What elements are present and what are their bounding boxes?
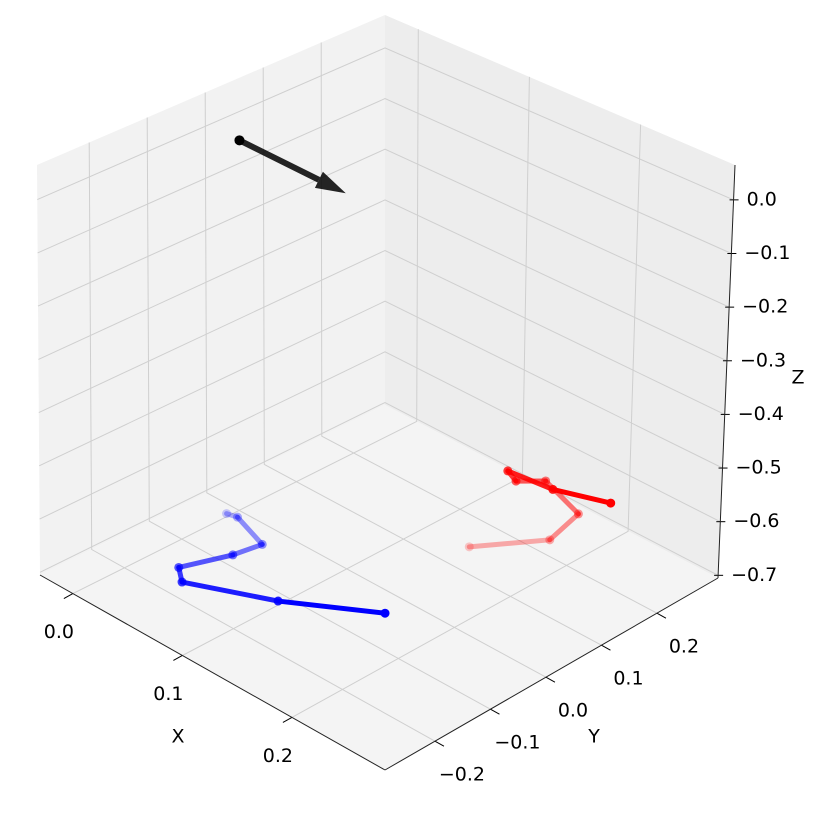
y-tick-label: 0.2: [669, 636, 699, 658]
z-tick-label: −0.3: [740, 349, 786, 371]
y-tick-label: −0.2: [439, 764, 485, 786]
point: [228, 550, 238, 560]
y-tick: [434, 740, 445, 747]
y-tick-label: 0.1: [613, 668, 643, 690]
segment: [275, 598, 388, 616]
x-tick-label: 0.0: [44, 621, 74, 643]
point: [257, 539, 267, 549]
grid-line: [39, 401, 719, 576]
grid-line: [37, 148, 730, 308]
y-tick: [656, 612, 667, 619]
point: [541, 476, 551, 486]
grid-line: [320, 42, 658, 614]
y-tick: [545, 676, 556, 683]
segment: [224, 511, 241, 520]
y-tick-label: −0.1: [494, 732, 540, 754]
point: [545, 535, 555, 545]
z-tick-label: −0.6: [733, 510, 779, 532]
z-tick-label: −0.4: [738, 403, 784, 425]
point: [234, 135, 245, 146]
point: [606, 498, 616, 508]
grid-line: [146, 117, 491, 710]
grid-line: [262, 67, 602, 646]
y-axis-line: [384, 577, 719, 771]
point: [573, 509, 583, 519]
point: [222, 509, 232, 519]
segment: [505, 468, 556, 492]
arrow-shaft: [238, 137, 321, 183]
z-tick-label: −0.5: [736, 457, 782, 479]
z-tick-label: −0.2: [742, 296, 788, 318]
z-tick-label: −0.7: [731, 564, 777, 586]
x-tick: [173, 655, 183, 661]
pane-bottom: [40, 405, 718, 770]
x-tick-label: 0.1: [153, 683, 183, 705]
y-axis-label: Y: [587, 726, 600, 748]
x-axis-line: [39, 574, 386, 771]
point: [233, 512, 243, 522]
grid-line: [39, 351, 721, 523]
point: [548, 484, 558, 494]
segment: [235, 514, 265, 547]
x-tick-label: 0.2: [263, 745, 293, 767]
point: [380, 608, 390, 618]
point: [177, 577, 187, 587]
arrow-head: [314, 171, 346, 194]
z-axis-line: [717, 164, 736, 579]
grid-line: [37, 98, 732, 254]
pane-right: [385, 15, 735, 578]
z-axis-label: Z: [791, 367, 804, 389]
segment: [466, 537, 553, 550]
grid-line: [37, 47, 734, 201]
grid-line: [72, 29, 419, 595]
point: [503, 466, 513, 476]
x-tick: [63, 593, 74, 600]
point: [511, 476, 521, 486]
segment: [547, 511, 581, 543]
x-axis-label: X: [171, 726, 184, 748]
segment: [176, 552, 236, 570]
y-tick-label: 0.0: [558, 700, 588, 722]
grid-line: [88, 142, 436, 742]
pane-left: [37, 15, 385, 575]
z-tick-label: 0.0: [747, 188, 777, 210]
grid-line: [38, 199, 728, 362]
point: [174, 562, 184, 572]
y-tick: [490, 708, 500, 715]
point: [273, 596, 283, 606]
grid-line: [38, 300, 723, 469]
segment: [179, 579, 281, 604]
segment: [230, 541, 265, 558]
point: [464, 542, 474, 552]
grid-line: [291, 124, 642, 718]
grid-line: [38, 249, 725, 415]
y-tick: [601, 644, 611, 651]
grid-line: [204, 92, 547, 678]
z-tick-label: −0.1: [744, 242, 790, 264]
x-tick: [282, 716, 293, 723]
segment: [550, 486, 614, 506]
